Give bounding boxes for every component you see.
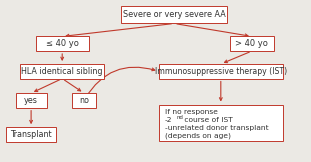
FancyBboxPatch shape xyxy=(121,6,227,23)
Text: no: no xyxy=(79,96,89,105)
Text: -unrelated donor transplant: -unrelated donor transplant xyxy=(165,125,268,131)
FancyBboxPatch shape xyxy=(20,64,104,79)
Text: If no response: If no response xyxy=(165,109,218,116)
Text: nd: nd xyxy=(177,115,183,120)
Text: -2: -2 xyxy=(165,117,172,123)
Text: Transplant: Transplant xyxy=(10,130,52,139)
FancyBboxPatch shape xyxy=(159,64,283,79)
FancyBboxPatch shape xyxy=(72,93,96,108)
FancyBboxPatch shape xyxy=(230,36,274,51)
Text: course of IST: course of IST xyxy=(182,117,232,123)
Text: > 40 yo: > 40 yo xyxy=(235,39,268,48)
Text: Severe or very severe AA: Severe or very severe AA xyxy=(123,10,225,19)
FancyBboxPatch shape xyxy=(36,36,89,51)
Text: yes: yes xyxy=(24,96,38,105)
Text: Immunosuppressive therapy (IST): Immunosuppressive therapy (IST) xyxy=(155,67,287,76)
FancyBboxPatch shape xyxy=(16,93,47,108)
FancyBboxPatch shape xyxy=(6,127,56,142)
Text: (depends on age): (depends on age) xyxy=(165,133,231,139)
FancyBboxPatch shape xyxy=(159,105,283,141)
Text: ≤ 40 yo: ≤ 40 yo xyxy=(46,39,79,48)
Text: HLA identical sibling: HLA identical sibling xyxy=(21,67,103,76)
